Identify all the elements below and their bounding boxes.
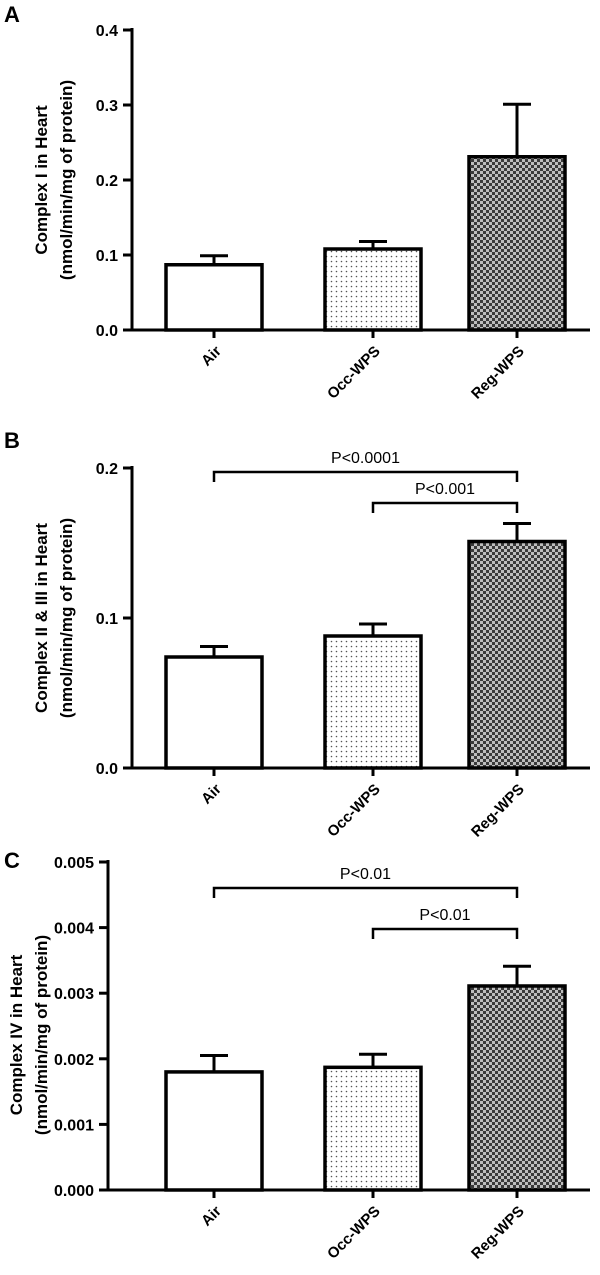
y-tick-label: 0.1: [96, 611, 118, 628]
significance-bracket: [371, 501, 519, 513]
y-tick-label: 0.004: [54, 921, 94, 938]
x-tick-label: Occ-WPS: [324, 343, 384, 403]
significance-bracket: [212, 470, 519, 482]
panel-c: C Complex IV in Heart (nmol/min/mg of pr…: [4, 848, 590, 1263]
panel-letter: A: [4, 2, 20, 27]
p-value-label: P<0.0001: [331, 450, 400, 467]
plot-area: 0.0 0.1 0.2 0.3 0.4 Air Occ-WPS Reg-WPS: [96, 23, 590, 403]
bar: [164, 263, 264, 332]
y-axis-label-line2: (nmol/min/mg of protein): [32, 935, 51, 1135]
x-tick-label: Air: [198, 343, 225, 370]
x-tick-label: Reg-WPS: [468, 781, 528, 841]
y-axis-label-line1: Complex IV in Heart: [7, 954, 26, 1115]
y-tick-label: 0.002: [54, 1052, 94, 1069]
significance-bracket: [371, 927, 519, 939]
bar: [467, 539, 567, 770]
bar: [164, 655, 264, 770]
y-tick-label: 0.3: [96, 98, 118, 115]
y-tick-label: 0.003: [54, 986, 94, 1003]
p-value-label: P<0.01: [340, 866, 391, 883]
panel-a: A Complex I in Heart (nmol/min/mg of pro…: [4, 2, 590, 403]
x-tick-label: Reg-WPS: [468, 1203, 528, 1263]
significance-bracket: [212, 886, 519, 898]
y-axis-label-line2: (nmol/min/mg of protein): [57, 80, 76, 280]
y-tick-label: 0.1: [96, 248, 118, 265]
x-tick-label: Air: [198, 781, 225, 808]
y-tick-label: 0.0: [96, 761, 118, 778]
plot-area: 0.0 0.1 0.2 Air Occ-WPS Reg-WPS P<0.0001 P<0.00…: [96, 450, 590, 841]
x-tick-label: Air: [198, 1203, 225, 1230]
x-tick-label: Occ-WPS: [324, 781, 384, 841]
y-tick-label: 0.000: [54, 1183, 94, 1200]
y-tick-label: 0.2: [96, 173, 118, 190]
y-tick-label: 0.4: [96, 23, 118, 40]
y-axis-label-line1: Complex I in Heart: [32, 105, 51, 255]
bar: [164, 1070, 264, 1192]
plot-area: 0.000 0.001 0.002 0.003 0.004 0.005 Air Occ-WPS…: [54, 855, 590, 1263]
panel-letter: B: [4, 428, 20, 453]
bar: [323, 247, 423, 332]
y-tick-label: 0.2: [96, 461, 118, 478]
p-value-label: P<0.001: [415, 481, 475, 498]
panel-letter: C: [4, 848, 20, 873]
y-tick-label: 0.005: [54, 855, 94, 872]
bar: [323, 1065, 423, 1192]
panel-b: B Complex II & III in Heart (nmol/min/mg…: [4, 428, 590, 841]
bar: [323, 634, 423, 770]
x-tick-label: Occ-WPS: [324, 1203, 384, 1263]
bar: [467, 155, 567, 332]
bar: [467, 984, 567, 1192]
y-tick-label: 0.001: [54, 1117, 94, 1134]
y-tick-label: 0.0: [96, 323, 118, 340]
x-tick-label: Reg-WPS: [468, 343, 528, 403]
y-axis-label-line2: (nmol/min/mg of protein): [57, 518, 76, 718]
y-axis-label-line1: Complex II & III in Heart: [32, 523, 51, 713]
p-value-label: P<0.01: [419, 907, 470, 924]
